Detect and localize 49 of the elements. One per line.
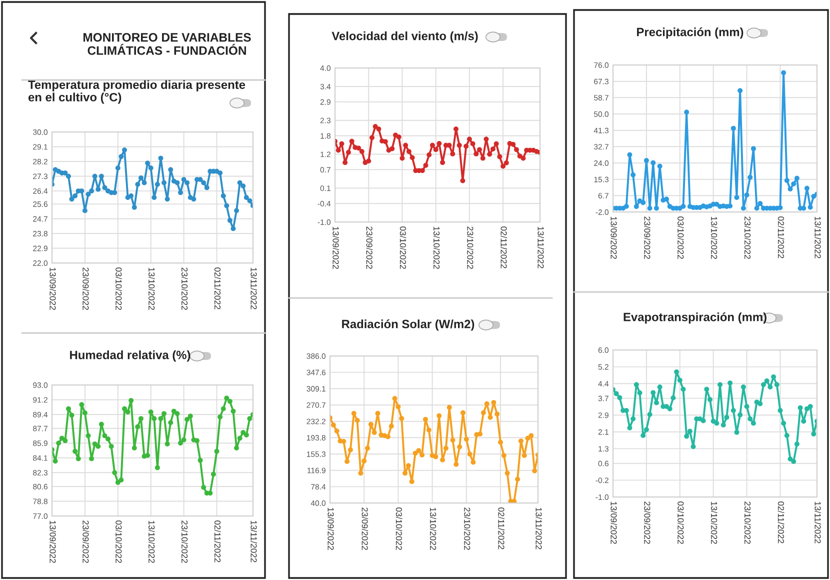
- x-tick-label: 13/10/2022: [711, 216, 718, 259]
- x-tick-label: 23/09/2022: [644, 502, 650, 544]
- x-tick-label: 13/09/2022: [50, 268, 56, 310]
- x-tick-label: 02/11/2022: [778, 216, 784, 258]
- x-tick-label: 23/10/2022: [181, 268, 188, 310]
- x-tick-label: 13/10/2022: [430, 508, 436, 550]
- x-tick-label: 03/10/2022: [116, 268, 122, 310]
- x-tick-label: 13/11/2022: [536, 508, 542, 550]
- x-tick-label: 13/10/2022: [148, 268, 155, 310]
- x-tick-label: 23/09/2022: [82, 268, 89, 310]
- x-tick-label: 03/10/2022: [116, 520, 122, 563]
- x-tick-label: 13/09/2022: [50, 520, 56, 563]
- x-tick-label: 13/09/2022: [610, 216, 618, 259]
- chart-title: Velocidad del viento (m/s): [332, 31, 478, 43]
- x-tick-label: 02/11/2022: [214, 268, 221, 310]
- x-tick-label: 13/10/2022: [711, 502, 718, 544]
- x-tick-label: 23/10/2022: [464, 508, 470, 550]
- chart-title: Radiación Solar (W/m2): [342, 319, 474, 331]
- x-tick-label: 13/10/2022: [434, 226, 440, 269]
- x-tick-label: 02/11/2022: [214, 520, 221, 562]
- x-tick-label: 23/09/2022: [644, 216, 650, 259]
- x-tick-label: 02/11/2022: [498, 508, 505, 550]
- x-tick-label: 23/10/2022: [181, 520, 188, 563]
- x-tick-label: 23/10/2022: [467, 226, 474, 269]
- x-tick-label: 13/09/2022: [328, 508, 334, 550]
- x-tick-label: 02/11/2022: [500, 226, 508, 268]
- x-tick-label: 13/11/2022: [538, 226, 544, 268]
- x-tick-label: 13/10/2022: [148, 520, 155, 563]
- x-tick-label: 23/10/2022: [744, 502, 751, 544]
- x-tick-label: 13/11/2022: [814, 502, 822, 544]
- x-tick-label: 02/11/2022: [778, 502, 784, 544]
- text: MONITOREO DE VARIABLES CLIMÁTICAS - FUNDACIÓN: [83, 33, 251, 55]
- chart-title: Precipitación (mm): [637, 27, 744, 39]
- x-tick-label: 03/10/2022: [678, 216, 684, 259]
- x-tick-label: 13/11/2022: [814, 216, 822, 258]
- x-tick-label: 03/10/2022: [400, 226, 406, 269]
- x-tick-label: 23/09/2022: [82, 520, 89, 563]
- chart-title: Temperatura promedio diaria presente en el cultivo (°C): [28, 80, 246, 104]
- x-tick-label: 03/10/2022: [396, 508, 402, 550]
- chart-title: Evapotranspiración (mm): [624, 312, 766, 324]
- x-tick-label: 23/10/2022: [744, 216, 751, 259]
- x-tick-label: 23/09/2022: [362, 508, 368, 550]
- x-tick-label: 13/09/2022: [610, 502, 618, 544]
- chart-title: Humedad relativa (%): [70, 350, 190, 362]
- x-tick-label: 13/09/2022: [332, 226, 340, 269]
- x-tick-label: 03/10/2022: [678, 502, 684, 544]
- x-tick-label: 13/11/2022: [250, 520, 258, 562]
- x-tick-label: 23/09/2022: [366, 226, 373, 269]
- x-tick-label: 13/11/2022: [250, 268, 258, 310]
